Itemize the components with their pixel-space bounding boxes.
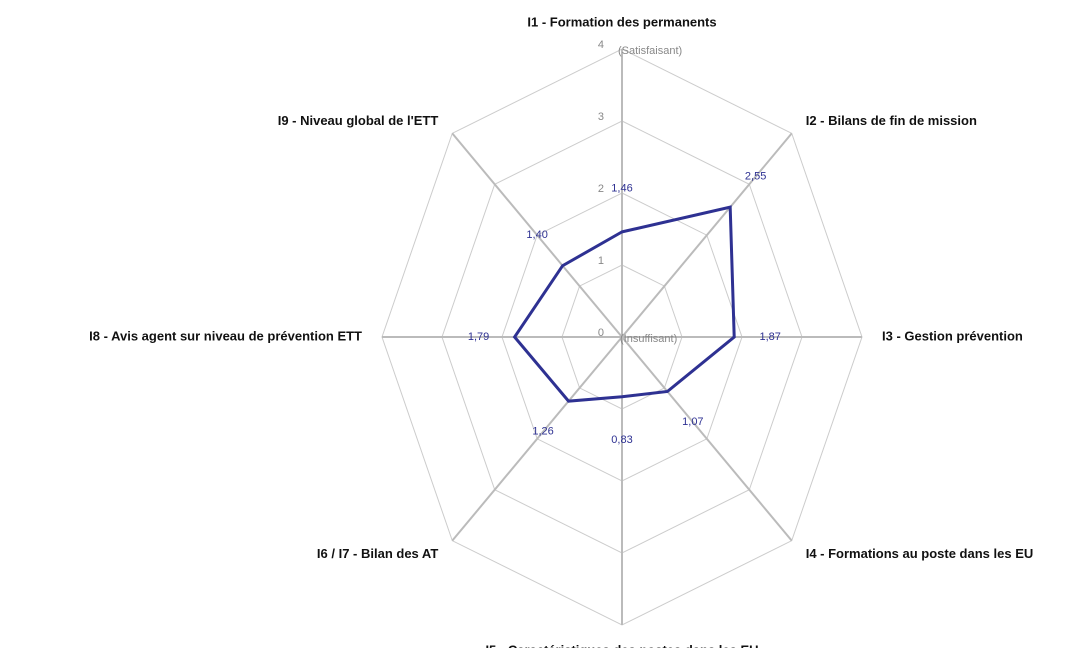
axis-line: [621, 132, 793, 338]
category-label: I3 - Gestion prévention: [882, 328, 1023, 343]
value-label: 1,79: [468, 331, 489, 343]
annotation: (Insuffisant): [620, 333, 677, 345]
series-line: [512, 205, 736, 403]
axis-line: [451, 132, 623, 338]
value-label: 1,40: [526, 229, 547, 241]
value-label: 1,87: [759, 331, 780, 343]
value-label: 2,55: [745, 171, 766, 183]
value-label: 1,26: [532, 426, 553, 438]
value-label: 1,07: [682, 416, 703, 428]
category-label: I4 - Formations au poste dans les EU: [806, 546, 1034, 561]
category-label: I2 - Bilans de fin de mission: [806, 113, 977, 128]
category-label: I6 / I7 - Bilan des AT: [317, 546, 438, 561]
category-label: I8 - Avis agent sur niveau de prévention…: [89, 328, 362, 343]
annotation: (Satisfaisant): [618, 45, 682, 57]
tick-label: 4: [598, 39, 604, 51]
value-label: 1,46: [611, 183, 632, 195]
value-label: 0,83: [611, 434, 632, 446]
tick-label: 1: [598, 255, 604, 267]
category-label: I5 - Caractéristiques des postes dans le…: [485, 642, 758, 648]
axis-line: [621, 336, 793, 542]
category-label: I1 - Formation des permanents: [527, 14, 716, 29]
tick-label: 2: [598, 183, 604, 195]
category-label: I9 - Niveau global de l'ETT: [278, 113, 439, 128]
tick-label: 3: [598, 111, 604, 123]
tick-label: 0: [598, 327, 604, 339]
axis-line: [451, 336, 623, 542]
